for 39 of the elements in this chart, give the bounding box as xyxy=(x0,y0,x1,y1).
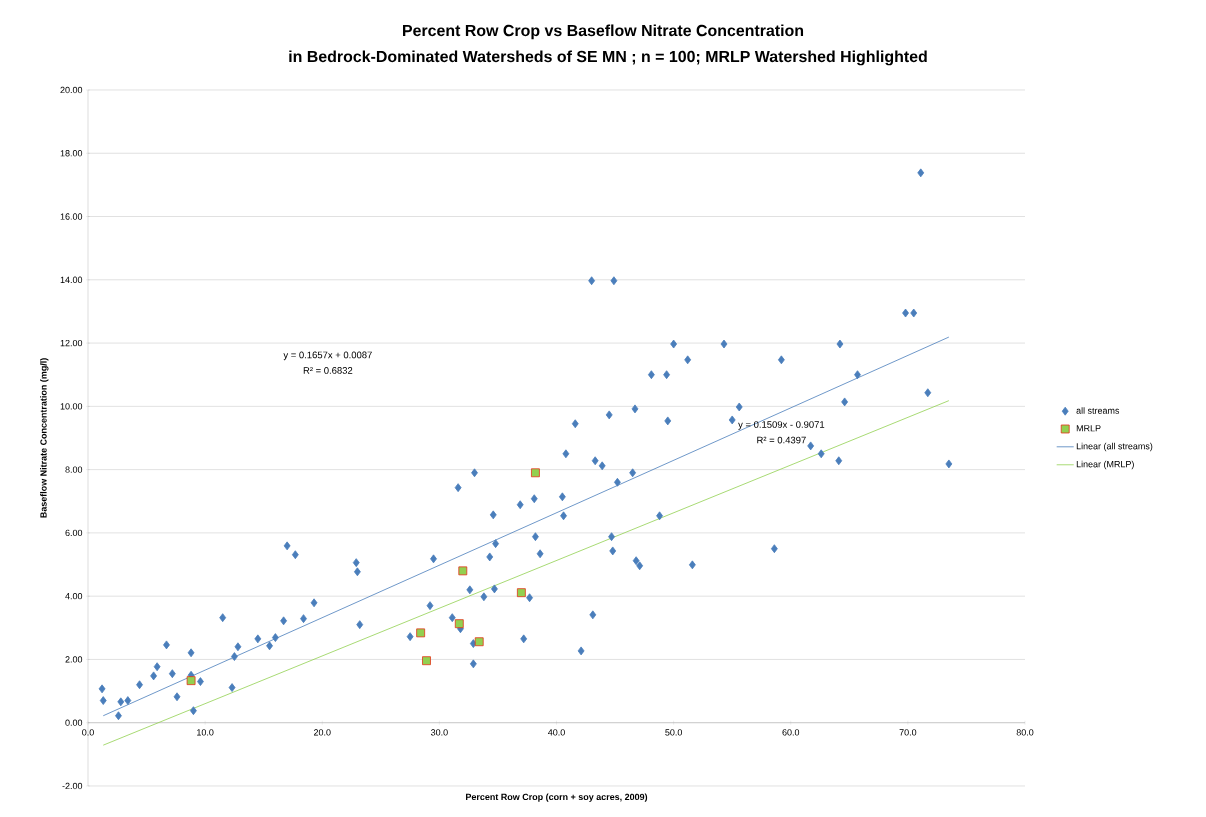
legend-label: Linear (MRLP) xyxy=(1076,460,1134,470)
legend-label: MRLP xyxy=(1076,425,1101,432)
x-tick-label: 50.0 xyxy=(665,729,683,736)
y-tick-label: 8.00 xyxy=(65,466,83,473)
legend-label: all streams xyxy=(1076,407,1120,414)
x-tick-label: 0.0 xyxy=(82,729,94,736)
chart-title: Percent Row Crop vs Baseflow Nitrate Concentration xyxy=(403,24,804,40)
x-tick-label: 70.0 xyxy=(899,729,917,736)
point xyxy=(422,656,431,666)
y-tick-label: -2.00 xyxy=(62,782,83,790)
x-tick-label: 60.0 xyxy=(782,729,800,736)
y-tick-label: 20.00 xyxy=(60,86,83,94)
point xyxy=(458,566,468,576)
x-tick-label: 80.0 xyxy=(1016,729,1034,736)
y-tick-label: 12.00 xyxy=(60,339,83,347)
y-tick-label: 10.00 xyxy=(60,403,83,410)
y-tick-label: 2.00 xyxy=(65,656,83,663)
x-tick-label: 30.0 xyxy=(431,729,448,736)
y-tick-label: 16.00 xyxy=(60,213,83,220)
y-axis-title: Baseflow Nitrate Concentration (mg/l) xyxy=(40,358,49,518)
annotation: y = 0.1657x + 0.0087 xyxy=(283,351,372,361)
y-tick-label: 4.00 xyxy=(65,592,83,600)
point xyxy=(531,468,540,478)
y-tick-label: 18.00 xyxy=(60,150,83,157)
point xyxy=(416,628,426,638)
y-tick-label: 6.00 xyxy=(65,529,83,537)
annotation: R² = 0.6832 xyxy=(303,367,353,374)
y-tick-label: 14.00 xyxy=(60,276,83,283)
x-tick-label: 10.0 xyxy=(197,729,214,736)
point xyxy=(474,637,484,647)
annotation: y = 0.1509x - 0.9071 xyxy=(738,421,825,430)
y-tick-label: 0.00 xyxy=(65,719,83,726)
point xyxy=(516,588,526,598)
x-axis-title: Percent Row Crop (corn + soy acres, 2009) xyxy=(466,793,648,802)
x-tick-label: 20.0 xyxy=(313,729,331,736)
legend-label: Linear (all streams) xyxy=(1076,442,1153,452)
annotation: R² = 0.4397 xyxy=(757,436,806,444)
x-tick-label: 40.0 xyxy=(547,729,565,736)
chart-subtitle: in Bedrock-Dominated Watersheds of SE MN ; n = 100; MRLP Watershed Highlighted xyxy=(289,50,927,66)
